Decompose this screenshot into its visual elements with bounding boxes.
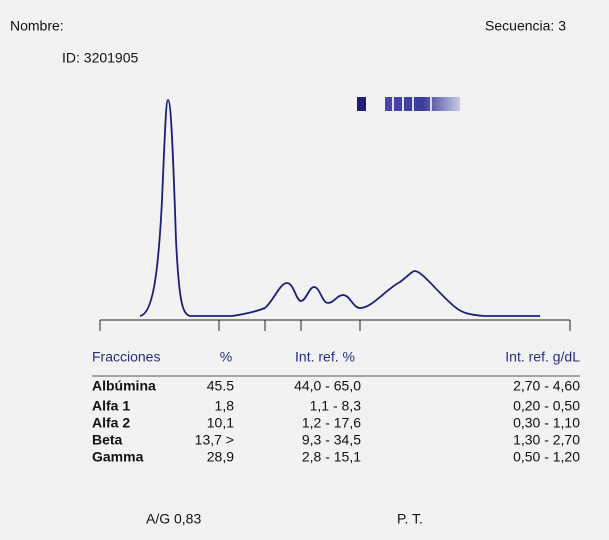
- percent: 10,1: [207, 415, 234, 431]
- column-header: Int. ref. %: [295, 349, 355, 365]
- fraction-name: Alfa 2: [92, 415, 130, 431]
- patient-id: ID: 3201905: [62, 50, 138, 66]
- fraction-name: Alfa 1: [92, 398, 130, 414]
- column-header: %: [220, 349, 232, 365]
- column-header: Int. ref. g/dL: [505, 349, 580, 365]
- ref-percent: 9,3 - 34,5: [302, 432, 361, 448]
- ref-percent: 44,0 - 65,0: [294, 378, 361, 394]
- ref-gdl: 0,30 - 1,10: [513, 415, 580, 431]
- report: Nombre: Secuencia: 3 ID: 3201905 Fraccio…: [0, 0, 609, 540]
- ref-gdl: 2,70 - 4,60: [513, 378, 580, 394]
- ref-percent: 2,8 - 15,1: [302, 449, 361, 465]
- fraction-name: Gamma: [92, 449, 144, 465]
- percent: 45.5: [207, 378, 234, 394]
- ref-gdl: 0,20 - 0,50: [513, 398, 580, 414]
- ref-percent: 1,2 - 17,6: [302, 415, 361, 431]
- page: Nombre: Secuencia: 3 ID: 3201905 Fraccio…: [0, 0, 609, 540]
- name-label: Nombre:: [10, 18, 64, 34]
- total-protein: P. T.: [397, 511, 423, 527]
- column-header: Fracciones: [92, 349, 160, 365]
- ag-ratio: A/G 0,83: [146, 511, 201, 527]
- ref-gdl: 0,50 - 1,20: [513, 449, 580, 465]
- percent: 1,8: [215, 398, 235, 414]
- percent: 28,9: [207, 449, 234, 465]
- sequence: Secuencia: 3: [485, 18, 566, 34]
- ref-gdl: 1,30 - 2,70: [513, 432, 580, 448]
- percent: 13,7 >: [195, 432, 234, 448]
- ref-percent: 1,1 - 8,3: [310, 398, 362, 414]
- fraction-name: Beta: [92, 432, 123, 448]
- fraction-name: Albúmina: [92, 378, 156, 394]
